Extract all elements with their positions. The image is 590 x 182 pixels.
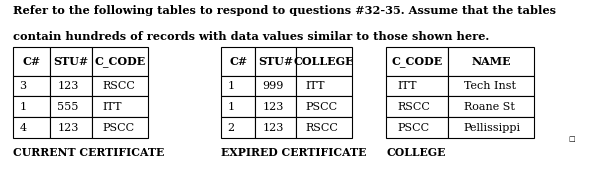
Text: 1: 1 <box>227 102 235 112</box>
Text: C#: C# <box>22 56 40 67</box>
Text: 555: 555 <box>57 102 78 112</box>
Text: C#: C# <box>230 56 247 67</box>
Text: STU#: STU# <box>53 56 88 67</box>
Text: ITT: ITT <box>306 81 325 91</box>
Bar <box>50 96 92 117</box>
Text: PSCC: PSCC <box>306 102 338 112</box>
Text: Refer to the following tables to respond to questions #32-35. Assume that the ta: Refer to the following tables to respond… <box>13 5 556 16</box>
Text: PSCC: PSCC <box>398 123 430 133</box>
Bar <box>255 117 296 138</box>
Text: Tech Inst: Tech Inst <box>464 81 516 91</box>
Bar <box>50 76 92 96</box>
Text: 123: 123 <box>57 81 78 91</box>
Bar <box>296 76 352 96</box>
Bar <box>92 96 148 117</box>
Text: 123: 123 <box>263 102 284 112</box>
Text: NAME: NAME <box>471 56 511 67</box>
Text: RSCC: RSCC <box>398 102 431 112</box>
Text: 4: 4 <box>19 123 27 133</box>
Text: 1: 1 <box>19 102 27 112</box>
Text: COLLEGE: COLLEGE <box>293 56 354 67</box>
Bar <box>221 96 255 117</box>
Bar <box>386 96 448 117</box>
Bar <box>255 76 296 96</box>
Bar <box>386 117 448 138</box>
Bar <box>92 117 148 138</box>
Text: COLLEGE: COLLEGE <box>386 147 446 158</box>
Text: 1: 1 <box>227 81 235 91</box>
Bar <box>296 96 352 117</box>
Bar <box>221 76 255 96</box>
Text: □: □ <box>568 136 575 142</box>
Bar <box>296 117 352 138</box>
Bar <box>50 117 92 138</box>
Text: C_CODE: C_CODE <box>94 56 146 67</box>
Bar <box>448 76 534 96</box>
Text: 123: 123 <box>57 123 78 133</box>
Bar <box>386 76 448 96</box>
Bar <box>255 47 296 76</box>
Bar <box>296 47 352 76</box>
Bar <box>448 117 534 138</box>
Text: 2: 2 <box>227 123 235 133</box>
Text: PSCC: PSCC <box>102 123 135 133</box>
Bar <box>13 117 50 138</box>
Bar <box>221 47 255 76</box>
Text: 3: 3 <box>19 81 27 91</box>
Text: STU#: STU# <box>258 56 293 67</box>
Bar <box>255 96 296 117</box>
Bar <box>13 47 50 76</box>
Bar <box>92 76 148 96</box>
Bar <box>50 47 92 76</box>
Bar <box>448 96 534 117</box>
Text: Pellissippi: Pellissippi <box>464 123 521 133</box>
Bar <box>92 47 148 76</box>
Text: ITT: ITT <box>102 102 122 112</box>
Text: C_CODE: C_CODE <box>392 56 443 67</box>
Text: RSCC: RSCC <box>306 123 339 133</box>
Bar <box>221 117 255 138</box>
Text: Roane St: Roane St <box>464 102 514 112</box>
Text: contain hundreds of records with data values similar to those shown here.: contain hundreds of records with data va… <box>13 31 489 42</box>
Text: RSCC: RSCC <box>102 81 135 91</box>
Text: 123: 123 <box>263 123 284 133</box>
Bar <box>13 76 50 96</box>
Text: 999: 999 <box>263 81 284 91</box>
Text: EXPIRED CERTIFICATE: EXPIRED CERTIFICATE <box>221 147 366 158</box>
Bar <box>13 96 50 117</box>
Bar <box>386 47 448 76</box>
Bar <box>448 47 534 76</box>
Text: ITT: ITT <box>398 81 417 91</box>
Text: CURRENT CERTIFICATE: CURRENT CERTIFICATE <box>13 147 164 158</box>
